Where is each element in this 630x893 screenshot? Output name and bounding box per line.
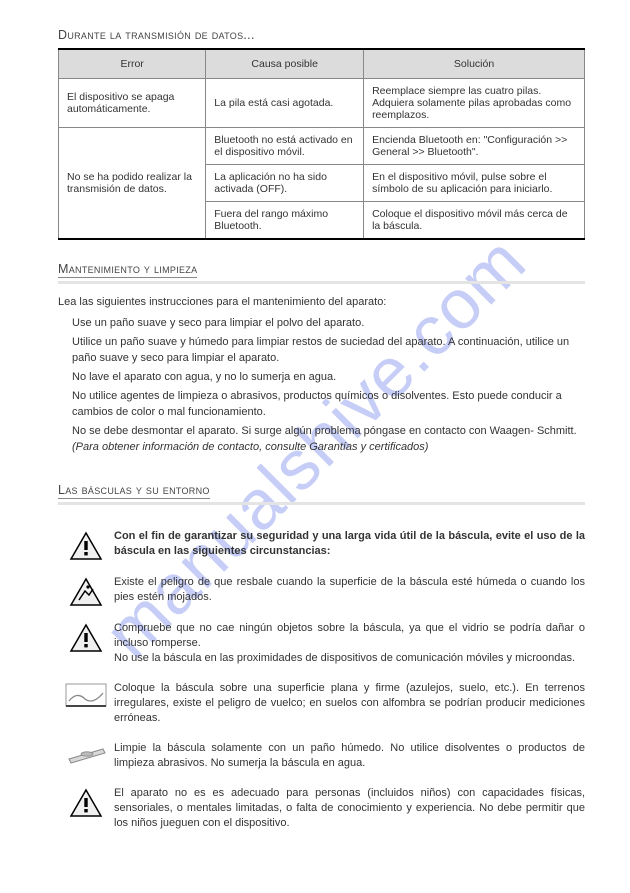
warning-row: Limpie la báscula solamente con un paño … [58, 741, 585, 772]
list-item: No utilice agentes de limpieza o abrasiv… [72, 389, 585, 421]
section3-heading: Las básculas y su entorno [58, 483, 585, 505]
warning-row: Coloque la báscula sobre una superficie … [58, 681, 585, 727]
section2-title: Mantenimiento y limpieza [58, 262, 197, 278]
section3-title: Las básculas y su entorno [58, 483, 210, 499]
warning-row: Compruebe que no cae ningún objetos sobr… [58, 621, 585, 667]
page-content: Durante la transmisión de datos... Error… [58, 28, 585, 832]
table-cell: Coloque el dispositivo móvil más cerca d… [364, 202, 585, 240]
scale-icon [58, 741, 114, 765]
warning-text: El aparato no es es adecuado para person… [114, 786, 585, 832]
list-item: Utilice un paño suave y húmedo para limp… [72, 335, 585, 367]
table-cell: Reemplace siempre las cuatro pilas. Adqu… [364, 79, 585, 128]
warning-text: Limpie la báscula solamente con un paño … [114, 741, 585, 772]
table-header: Causa posible [206, 49, 364, 79]
warning-text: Existe el peligro de que resbale cuando … [114, 575, 585, 606]
warning-text: Compruebe que no cae ningún objetos sobr… [114, 621, 585, 667]
list-item: Use un paño suave y seco para limpiar el… [72, 316, 585, 332]
table-cell: Fuera del rango máximo Bluetooth. [206, 202, 364, 240]
table-cell: El dispositivo se apaga automáticamente. [59, 79, 206, 128]
section2-intro: Lea las siguientes instrucciones para el… [58, 296, 585, 308]
table-cell: En el dispositivo móvil, pulse sobre el … [364, 165, 585, 202]
warning-row: Con el fin de garantizar su seguridad y … [58, 529, 585, 561]
table-cell: Bluetooth no está activado en el disposi… [206, 128, 364, 165]
warning-text: Con el fin de garantizar su seguridad y … [114, 529, 585, 560]
section-bar [58, 281, 585, 284]
warnings-container: Con el fin de garantizar su seguridad y … [58, 529, 585, 832]
table-cell: La pila está casi agotada. [206, 79, 364, 128]
triangle-slip-icon [58, 575, 114, 607]
error-table: Error Causa posible Solución El disposit… [58, 48, 585, 240]
section-bar [58, 502, 585, 505]
warning-text: Coloque la báscula sobre una superficie … [114, 681, 585, 727]
list-item: No lave el aparato con agua, y no lo sum… [72, 370, 585, 386]
section1-title: Durante la transmisión de datos... [58, 28, 585, 42]
warning-row: Existe el peligro de que resbale cuando … [58, 575, 585, 607]
triangle-exclaim-icon [58, 786, 114, 818]
triangle-exclaim-icon [58, 621, 114, 653]
table-header: Solución [364, 49, 585, 79]
triangle-exclaim-icon [58, 529, 114, 561]
table-cell: Encienda Bluetooth en: "Configuración >>… [364, 128, 585, 165]
surface-icon [58, 681, 114, 713]
warning-row: El aparato no es es adecuado para person… [58, 786, 585, 832]
table-cell: No se ha podido realizar la transmisión … [59, 128, 206, 240]
table-header: Error [59, 49, 206, 79]
list-item: No se debe desmontar el aparato. Si surg… [72, 424, 585, 456]
maintenance-list: Use un paño suave y seco para limpiar el… [72, 316, 585, 456]
section2-heading: Mantenimiento y limpieza [58, 262, 585, 284]
table-cell: La aplicación no ha sido activada (OFF). [206, 165, 364, 202]
